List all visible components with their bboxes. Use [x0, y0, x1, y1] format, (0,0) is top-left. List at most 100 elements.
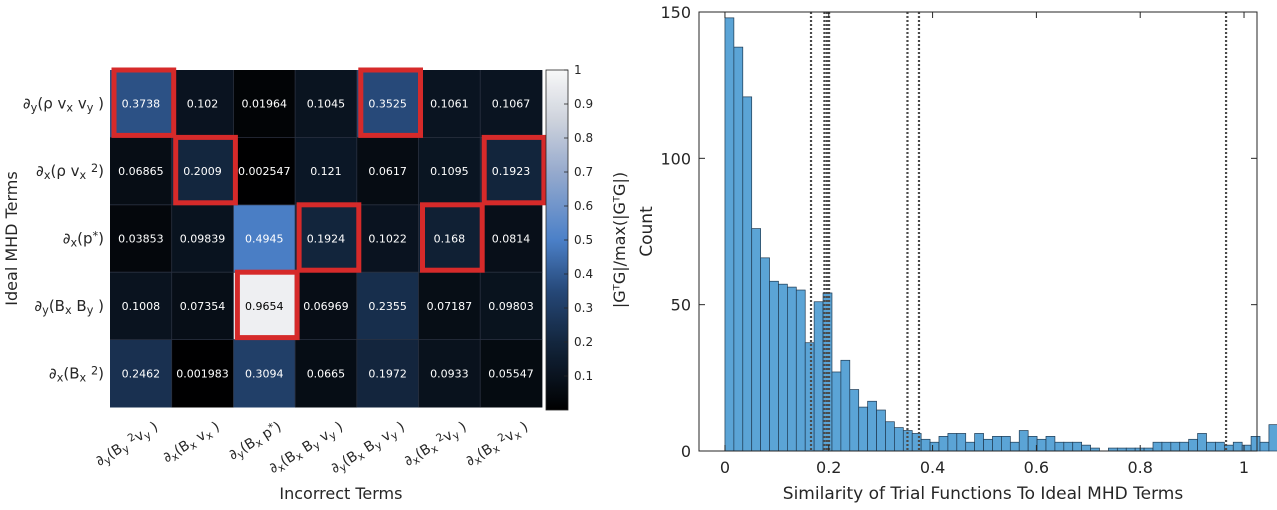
highlight-box: [420, 202, 485, 273]
heatmap-cell-value: 0.3094: [245, 367, 284, 380]
histogram-bar: [1206, 441, 1216, 452]
heatmap-colorbar: 0.1 0.2 0.3 0.4 0.5 0.6 0.7 0.8 0.9 1 |GᵀG|/max(|G…: [545, 63, 629, 411]
column-label: ∂x(Bx By vy ): [266, 419, 347, 479]
histogram-bar: [769, 280, 779, 452]
heatmap-cell: [418, 204, 481, 273]
heatmap-cell-value: 0.9654: [245, 300, 284, 313]
colorbar-tick-label: 0.8: [574, 131, 593, 145]
colorbar-tick-label: 0.4: [574, 267, 593, 281]
heatmap-cell: [480, 70, 543, 138]
row-label: ∂y(Bx By ): [34, 297, 104, 317]
y-tick-label: 50: [671, 296, 691, 315]
heatmap-cell: [110, 70, 173, 138]
heatmap-cell-value: 0.03853: [118, 233, 164, 246]
heatmap-cell: [356, 204, 419, 273]
colorbar-tick-label: 0.6: [574, 199, 593, 213]
heatmap-cell: [171, 70, 234, 138]
colorbar-tick-label: 0.3: [574, 301, 593, 315]
heatmap-cell: [295, 70, 358, 138]
heatmap-cell: [171, 272, 234, 341]
heatmap-cell: [295, 137, 358, 206]
heatmap-cell-value: 0.1923: [492, 165, 531, 178]
histogram-bar: [1054, 441, 1065, 452]
histogram-bar: [795, 289, 806, 452]
histogram-bar: [778, 283, 788, 452]
histogram-bar: [1009, 441, 1020, 452]
histogram-bar: [742, 96, 753, 452]
heatmap-cell: [110, 339, 173, 408]
heatmap-cell: [110, 204, 173, 273]
histogram-bar: [1215, 441, 1225, 452]
heatmap-cell: [356, 137, 419, 206]
heatmap-cell-value: 0.002547: [238, 165, 291, 178]
highlight-box: [173, 134, 238, 206]
heatmap-x-axis-label: Incorrect Terms: [279, 484, 402, 503]
heatmap-cell: [233, 70, 296, 138]
column-label: ∂y(Bx p*): [225, 418, 285, 465]
histogram-bar: [956, 433, 967, 452]
histogram-x-axis-label: Similarity of Trial Functions To Ideal M…: [783, 484, 1184, 504]
heatmap-cell-value: 0.102: [187, 98, 219, 111]
histogram-bar: [1241, 444, 1252, 452]
heatmap-cell-value: 0.4945: [245, 233, 284, 246]
histogram-bar: [947, 433, 958, 452]
histogram-bar: [885, 421, 895, 452]
column-label: ∂y(By 2vy ): [92, 418, 162, 472]
heatmap-cell-value: 0.2462: [122, 367, 161, 380]
heatmap-cell: [480, 137, 543, 206]
heatmap-cell-value: 0.06969: [303, 300, 349, 313]
histogram-bar: [938, 436, 949, 452]
heatmap-cell: [233, 339, 296, 408]
heatmap-cell-value: 0.121: [310, 165, 342, 178]
heatmap-cell: [110, 137, 173, 206]
x-tick-label: 0: [720, 458, 730, 477]
heatmap-cell: [233, 204, 296, 273]
histogram-bar: [760, 257, 770, 452]
heatmap-cell: [480, 272, 543, 341]
heatmap-cell: [418, 272, 481, 341]
heatmap-cell: [233, 272, 296, 341]
histogram-bar: [929, 441, 940, 452]
highlight-box: [234, 269, 300, 341]
histogram-bar: [965, 441, 975, 452]
histogram-bar: [840, 359, 851, 452]
heatmap-cell-value: 0.001983: [176, 367, 229, 380]
histogram-bar: [1081, 444, 1091, 452]
heatmap-cell-value: 0.09803: [488, 300, 534, 313]
histogram-bar: [1232, 441, 1243, 452]
heatmap-cell-value: 0.2009: [183, 165, 222, 178]
histogram-bar: [894, 427, 904, 452]
heatmap-cell: [480, 204, 543, 273]
y-tick-label: 0: [681, 442, 691, 461]
colorbar-tick-label: 0.9: [574, 97, 593, 111]
heatmap-cell-value: 0.2355: [368, 300, 407, 313]
histogram-bar: [1072, 441, 1083, 452]
similarity-heatmap: 0.3738 0.102 0.01964 0.1045 0.3525 0.1061 0.10…: [2, 67, 547, 503]
histogram-bar: [1259, 441, 1270, 452]
histogram-bar: [974, 433, 984, 452]
histogram-bar: [1036, 438, 1047, 452]
colorbar-tick-label: 0.5: [574, 233, 593, 247]
histogram-bar: [1152, 441, 1163, 452]
heatmap-cell: [418, 339, 481, 408]
x-tick-label: 1: [1239, 458, 1249, 477]
histogram-bar: [983, 438, 993, 452]
highlight-box: [481, 134, 547, 206]
heatmap-cell: [356, 339, 419, 408]
heatmap-cell-value: 0.1924: [307, 233, 346, 246]
heatmap-cell-value: 0.07187: [427, 300, 473, 313]
column-label: ∂y(Bx By vy ): [328, 419, 409, 479]
colorbar-tick-label: 0.1: [574, 369, 593, 383]
histogram-bar: [858, 406, 868, 452]
highlight-box: [111, 67, 177, 138]
histogram-bar: [804, 342, 815, 452]
colorbar-tick-label: 0.7: [574, 165, 593, 179]
column-label: ∂x(Bx 2vx ): [462, 418, 532, 472]
histogram-y-axis-label: Count: [637, 206, 657, 257]
histogram-bar: [992, 436, 1002, 452]
heatmap-cell-value: 0.06865: [118, 165, 164, 178]
heatmap-cell: [418, 70, 481, 138]
histogram-bar: [920, 438, 931, 452]
histogram-bar: [1027, 436, 1038, 452]
heatmap-cell-value: 0.09839: [180, 233, 226, 246]
